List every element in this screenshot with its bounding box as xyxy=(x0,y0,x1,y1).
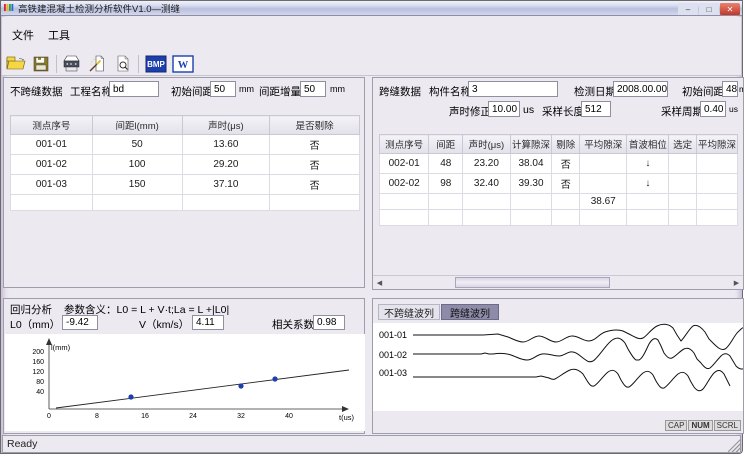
svg-text:001-01: 001-01 xyxy=(379,330,407,340)
svg-text:32: 32 xyxy=(237,413,245,420)
svg-text:200: 200 xyxy=(32,349,44,356)
svg-text:8: 8 xyxy=(95,413,99,420)
svg-text:160: 160 xyxy=(32,359,44,366)
svg-text:120: 120 xyxy=(32,369,44,376)
svg-text:24: 24 xyxy=(189,413,197,420)
svg-text:W: W xyxy=(178,60,189,71)
svg-text:l(mm): l(mm) xyxy=(51,343,71,352)
svg-text:40: 40 xyxy=(285,413,293,420)
svg-text:16: 16 xyxy=(141,413,149,420)
svg-text:t(us): t(us) xyxy=(339,413,355,422)
svg-text:BMP: BMP xyxy=(147,60,165,69)
svg-text:001-03: 001-03 xyxy=(379,368,407,378)
svg-text:0: 0 xyxy=(47,413,51,420)
svg-text:80: 80 xyxy=(36,379,44,386)
svg-text:40: 40 xyxy=(36,389,44,396)
svg-text:001-02: 001-02 xyxy=(379,350,407,360)
